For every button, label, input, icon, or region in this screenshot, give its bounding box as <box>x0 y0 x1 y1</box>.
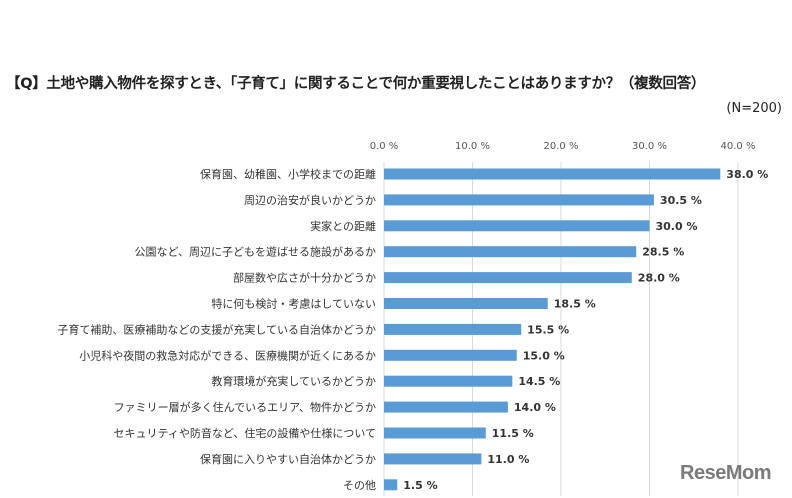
category-label: その他 <box>343 479 376 492</box>
category-label: 子育て補助、医療補助などの支援が充実している自治体かどうか <box>57 322 376 336</box>
value-label: 11.0 % <box>487 453 529 466</box>
category-label: セキュリティや防音など、住宅の設備や仕様について <box>114 426 376 440</box>
value-label: 1.5 % <box>403 479 437 492</box>
value-label: 18.5 % <box>554 298 596 311</box>
bar <box>384 349 517 361</box>
value-label: 15.0 % <box>523 349 565 362</box>
sample-size: (N=200) <box>726 101 782 116</box>
category-label: 保育園に入りやすい自治体かどうか <box>200 452 376 466</box>
resemom-logo: ReseMom <box>680 462 771 484</box>
value-label: 14.0 % <box>514 401 556 414</box>
value-label: 11.5 % <box>492 427 534 440</box>
value-label: 30.5 % <box>660 194 702 207</box>
tick-label: 10.0 % <box>455 141 490 152</box>
tick-label: 30.0 % <box>632 141 667 152</box>
bar <box>384 194 654 206</box>
category-label: 実家との距離 <box>310 219 376 233</box>
value-label: 28.0 % <box>638 272 680 285</box>
bar <box>384 246 637 258</box>
bar <box>384 323 522 335</box>
value-label: 28.5 % <box>642 246 684 259</box>
value-label: 30.0 % <box>656 220 698 233</box>
category-label: 部屋数や広さが十分かどうか <box>233 271 376 285</box>
bar <box>384 427 486 439</box>
bar <box>384 453 482 465</box>
category-label: 公園など、周辺に子どもを遊ばせる施設があるか <box>135 245 376 259</box>
tick-label: 40.0 % <box>721 141 756 152</box>
bar <box>384 479 398 491</box>
tick-label: 20.0 % <box>544 141 579 152</box>
tick-label: 0.0 % <box>370 141 399 152</box>
bar <box>384 401 508 413</box>
category-label: 特に何も検討・考慮はしていない <box>211 297 376 311</box>
bar <box>384 168 721 180</box>
category-label: 保育園、幼稚園、小学校までの距離 <box>200 167 376 181</box>
value-label: 14.5 % <box>518 375 560 388</box>
category-label: ファミリー層が多く住んでいるエリア、物件かどうか <box>114 400 376 414</box>
category-label: 小児科や夜間の救急対応ができる、医療機関が近くにあるか <box>79 348 376 362</box>
bar <box>384 298 548 309</box>
value-label: 38.0 % <box>726 168 768 181</box>
chart-title: 【Q】土地や購入物件を探すとき、「子育て」に関することで何か重要視したことはあり… <box>6 76 706 92</box>
bar <box>384 220 650 232</box>
bar <box>384 375 513 387</box>
category-label: 教育環境が充実しているかどうか <box>211 374 376 388</box>
category-label: 周辺の治安が良いかどうか <box>244 193 376 207</box>
bar <box>384 272 632 284</box>
value-label: 15.5 % <box>527 323 569 336</box>
